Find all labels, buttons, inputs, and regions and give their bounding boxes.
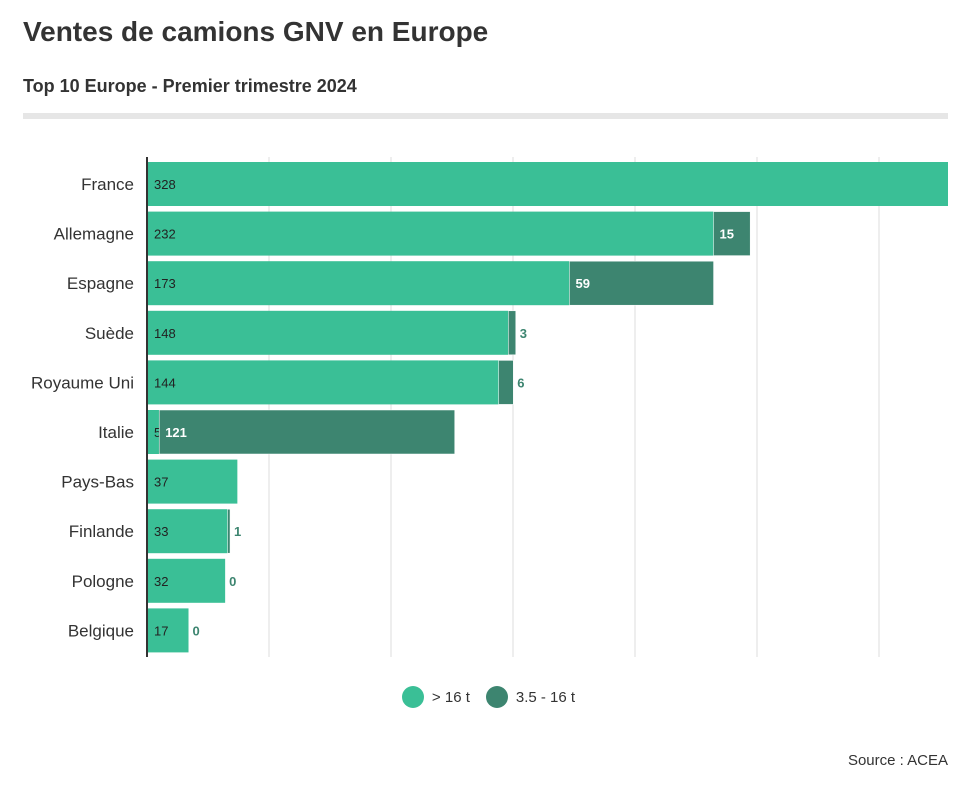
bar-value-heavy: 148 [154,326,176,341]
bar-value-heavy: 17 [154,623,168,638]
legend: > 16 t 3.5 - 16 t [0,686,977,708]
bar-value-heavy: 32 [154,574,168,589]
bar-value-heavy: 5 [154,425,161,440]
category-label: France [81,175,134,194]
bar-medium [508,310,517,356]
category-label: Finlande [69,522,134,541]
bar-value-heavy: 232 [154,227,176,242]
bar-medium [158,409,455,455]
bar-value-medium: 0 [229,574,236,589]
bar-value-heavy: 144 [154,375,176,390]
bar-medium [227,508,231,554]
bar-value-medium: 59 [575,276,589,291]
bar-heavy [147,608,189,653]
bar-value-medium: 1 [234,524,241,539]
bar-heavy [147,410,160,454]
category-label: Suède [85,324,134,343]
legend-item-medium[interactable]: 3.5 - 16 t [485,686,576,708]
bar-heavy [147,162,948,206]
bar-heavy [147,211,714,256]
bar-heavy [147,261,570,306]
bar-medium [713,211,751,256]
bar-heavy [147,310,509,355]
category-label: Pologne [72,572,134,591]
bar-value-heavy: 328 [154,177,176,192]
bar-heavy [147,360,499,405]
category-label: Espagne [67,274,134,293]
legend-label-heavy: > 16 t [431,688,470,706]
bar-value-heavy: 173 [154,276,176,291]
bar-value-medium: 121 [165,425,187,440]
bar-value-heavy: 37 [154,475,168,490]
legend-swatch-heavy [401,686,424,708]
bar-value-medium: 3 [520,326,527,341]
bar-value-medium: 6 [517,375,524,390]
legend-item-heavy[interactable]: > 16 t [401,686,470,708]
bar-medium [498,360,514,405]
legend-label-medium: 3.5 - 16 t [515,688,576,706]
category-label: Pays-Bas [61,473,134,492]
category-label: Royaume Uni [31,373,134,392]
category-label: Allemagne [54,225,134,244]
bar-heavy [147,558,226,603]
chart-title: Ventes de camions GNV en Europe [23,16,489,47]
bar-heavy [147,509,228,554]
bar-value-heavy: 33 [154,524,168,539]
bar-value-medium: 0 [193,623,200,638]
category-label: Belgique [68,621,134,640]
bar-medium [569,260,714,306]
header-divider [23,113,948,119]
category-label: Italie [98,423,134,442]
bar-heavy [147,459,238,504]
source-note: Source : ACEA [847,752,948,769]
chart-subtitle: Top 10 Europe - Premier trimestre 2024 [23,76,357,96]
legend-swatch-medium [485,686,508,708]
bar-value-medium: 15 [720,227,734,242]
